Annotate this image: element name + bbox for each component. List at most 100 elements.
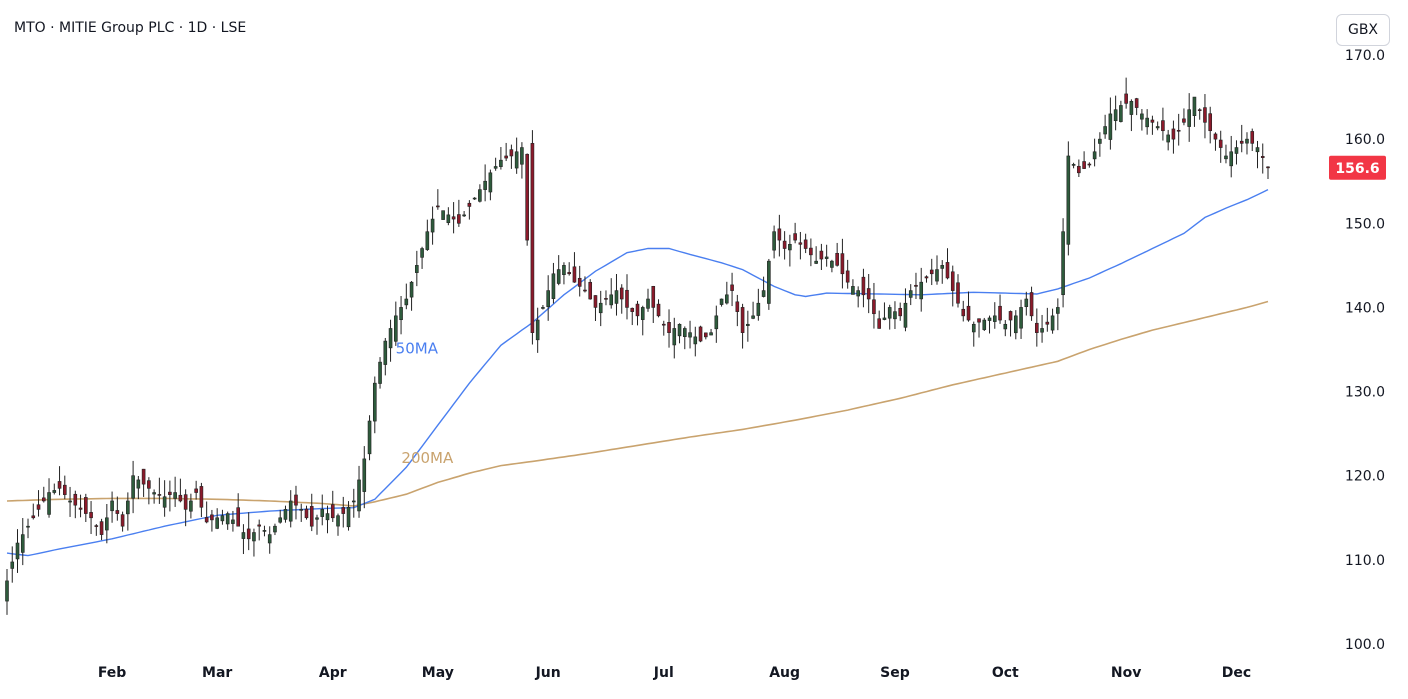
ma50-line [6, 188, 1269, 557]
candle [1108, 97, 1113, 150]
candle [630, 307, 635, 326]
candle [982, 317, 987, 331]
candle [772, 225, 776, 259]
y-tick-label: 170.0 [1345, 48, 1385, 64]
candle [1035, 308, 1039, 347]
candle [304, 505, 309, 520]
y-tick-label: 100.0 [1345, 637, 1385, 653]
candle [105, 503, 109, 544]
candle [425, 219, 430, 251]
candle [562, 262, 566, 285]
candle [52, 483, 57, 495]
x-tick-label: Feb [98, 665, 127, 681]
candle [793, 222, 797, 244]
x-tick-label: Mar [202, 665, 232, 681]
x-tick-label: Apr [319, 665, 347, 681]
candle [1260, 143, 1265, 174]
candle [751, 301, 755, 320]
candle [246, 512, 251, 551]
candle [604, 290, 608, 306]
ma200-line [6, 300, 1269, 507]
candle [236, 493, 240, 527]
candle [872, 282, 876, 329]
candle [15, 529, 20, 573]
candle [824, 244, 829, 267]
candle [598, 290, 603, 327]
candle [215, 508, 219, 530]
candle [178, 478, 183, 503]
candle [157, 477, 162, 504]
candle [809, 238, 813, 267]
candle [1150, 115, 1155, 135]
candle [851, 279, 855, 295]
candle [241, 524, 246, 555]
candle [646, 288, 650, 312]
candle [714, 305, 719, 343]
candle [1040, 314, 1044, 343]
candle [152, 489, 156, 504]
candle [472, 197, 477, 200]
candle [462, 211, 466, 217]
candle [1224, 144, 1228, 164]
candle [351, 488, 356, 518]
candle [588, 279, 593, 300]
candle [614, 274, 619, 316]
candle [110, 491, 114, 523]
candle [777, 214, 782, 257]
candle [1124, 77, 1128, 109]
candle [10, 546, 15, 583]
candle [1182, 108, 1186, 126]
candle [262, 525, 267, 537]
candle [992, 302, 997, 329]
candle [1208, 106, 1213, 144]
candle [635, 300, 640, 326]
candle [1197, 108, 1202, 120]
candle [446, 207, 451, 226]
candle [441, 210, 445, 220]
candle [1161, 107, 1165, 141]
candle [1098, 132, 1102, 157]
candle [204, 501, 209, 524]
candle [1266, 166, 1270, 180]
candle [767, 258, 771, 310]
candle [36, 490, 41, 517]
x-tick-label: Jul [653, 665, 674, 681]
candle [898, 302, 903, 321]
candle [78, 494, 83, 518]
candle [294, 485, 298, 520]
candle [746, 310, 750, 342]
candle [84, 493, 88, 523]
candle [168, 480, 172, 512]
candle [1092, 138, 1097, 167]
candle [845, 259, 850, 289]
candle [467, 200, 472, 220]
candle [1176, 113, 1181, 146]
last-price-value: 156.6 [1335, 161, 1379, 177]
candle [835, 242, 839, 267]
candle [619, 284, 624, 314]
candle [971, 321, 976, 347]
candle [788, 234, 792, 267]
candle [89, 501, 93, 535]
ma200-label: 200MA [401, 449, 454, 467]
candle [1050, 308, 1055, 334]
candle [782, 231, 787, 260]
candle [1013, 310, 1018, 340]
candle [740, 303, 745, 349]
candle [483, 164, 487, 202]
candle [1140, 109, 1144, 131]
candle [593, 295, 598, 322]
candle [520, 142, 524, 179]
candle [1077, 159, 1081, 178]
candle [31, 503, 36, 520]
candle [830, 259, 834, 273]
candle [299, 503, 304, 522]
candle [819, 243, 824, 271]
candle [99, 518, 104, 541]
x-tick-label: Oct [992, 665, 1019, 681]
candle [1134, 97, 1139, 116]
candle [1129, 99, 1134, 132]
candle [1082, 151, 1086, 169]
currency-button[interactable]: GBX [1336, 14, 1390, 46]
